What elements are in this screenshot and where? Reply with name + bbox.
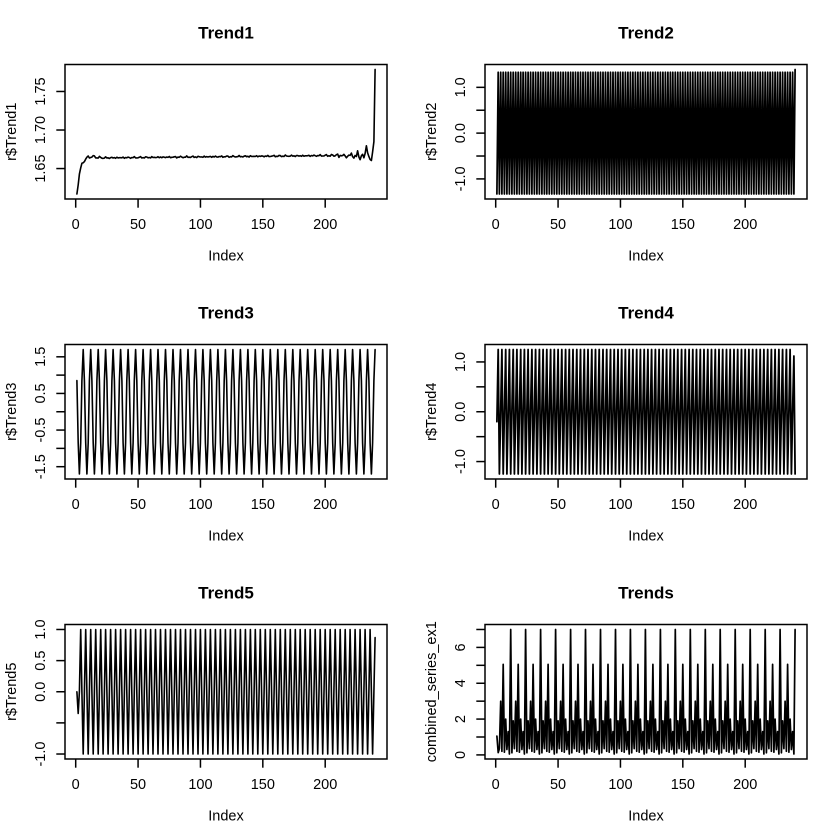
svg-text:0.0: 0.0	[33, 682, 49, 702]
svg-text:50: 50	[550, 217, 566, 233]
svg-text:0: 0	[453, 751, 469, 759]
svg-text:150: 150	[251, 777, 275, 793]
svg-text:0: 0	[492, 497, 500, 513]
svg-text:0: 0	[72, 777, 80, 793]
svg-text:50: 50	[130, 217, 146, 233]
svg-text:150: 150	[251, 217, 275, 233]
svg-text:50: 50	[130, 777, 146, 793]
svg-text:200: 200	[313, 217, 337, 233]
svg-text:150: 150	[671, 777, 695, 793]
svg-text:100: 100	[608, 217, 632, 233]
svg-text:Index: Index	[628, 249, 664, 265]
svg-text:0: 0	[492, 217, 500, 233]
svg-text:-0.5: -0.5	[33, 418, 49, 443]
svg-text:1.70: 1.70	[33, 116, 49, 144]
svg-text:combined_series_ex1: combined_series_ex1	[424, 621, 440, 762]
svg-text:1.65: 1.65	[33, 154, 49, 182]
svg-text:150: 150	[671, 497, 695, 513]
svg-text:50: 50	[130, 497, 146, 513]
svg-text:100: 100	[608, 777, 632, 793]
svg-text:1.75: 1.75	[33, 77, 49, 105]
svg-text:Trend2: Trend2	[618, 24, 674, 43]
svg-text:r$Trend3: r$Trend3	[4, 383, 20, 441]
svg-text:r$Trend2: r$Trend2	[424, 103, 440, 161]
svg-text:100: 100	[188, 217, 212, 233]
svg-text:150: 150	[251, 497, 275, 513]
svg-text:200: 200	[733, 497, 757, 513]
svg-text:0.5: 0.5	[33, 383, 49, 403]
svg-text:0.0: 0.0	[453, 123, 469, 143]
svg-text:0: 0	[72, 217, 80, 233]
svg-text:100: 100	[188, 497, 212, 513]
svg-text:4: 4	[453, 679, 469, 687]
svg-text:0.5: 0.5	[33, 651, 49, 671]
svg-text:200: 200	[313, 777, 337, 793]
svg-text:0: 0	[492, 777, 500, 793]
svg-text:1.0: 1.0	[453, 352, 469, 372]
svg-text:r$Trend1: r$Trend1	[4, 103, 20, 161]
svg-text:100: 100	[608, 497, 632, 513]
svg-text:200: 200	[313, 497, 337, 513]
svg-text:Trends: Trends	[618, 584, 674, 603]
svg-text:0.0: 0.0	[453, 402, 469, 422]
svg-text:-1.0: -1.0	[453, 449, 469, 474]
svg-text:50: 50	[550, 777, 566, 793]
svg-text:Trend1: Trend1	[198, 24, 254, 43]
svg-text:Trend4: Trend4	[618, 304, 674, 323]
svg-text:1.5: 1.5	[33, 347, 49, 367]
svg-text:100: 100	[188, 777, 212, 793]
svg-text:1.0: 1.0	[33, 619, 49, 639]
svg-text:-1.5: -1.5	[33, 454, 49, 479]
svg-text:0: 0	[72, 497, 80, 513]
svg-text:Index: Index	[628, 809, 664, 825]
svg-text:Index: Index	[628, 529, 664, 545]
svg-text:150: 150	[671, 217, 695, 233]
svg-text:Trend5: Trend5	[198, 584, 254, 603]
svg-text:6: 6	[453, 643, 469, 651]
svg-text:Index: Index	[208, 249, 244, 265]
svg-text:Index: Index	[208, 809, 244, 825]
svg-text:50: 50	[550, 497, 566, 513]
svg-text:1.0: 1.0	[453, 77, 469, 97]
svg-text:200: 200	[733, 777, 757, 793]
svg-text:Index: Index	[208, 529, 244, 545]
svg-text:2: 2	[453, 715, 469, 723]
svg-text:r$Trend5: r$Trend5	[4, 663, 20, 721]
svg-text:r$Trend4: r$Trend4	[424, 383, 440, 441]
svg-text:200: 200	[733, 217, 757, 233]
svg-text:-1.0: -1.0	[453, 166, 469, 191]
svg-text:-1.0: -1.0	[33, 742, 49, 767]
svg-text:Trend3: Trend3	[198, 304, 254, 323]
